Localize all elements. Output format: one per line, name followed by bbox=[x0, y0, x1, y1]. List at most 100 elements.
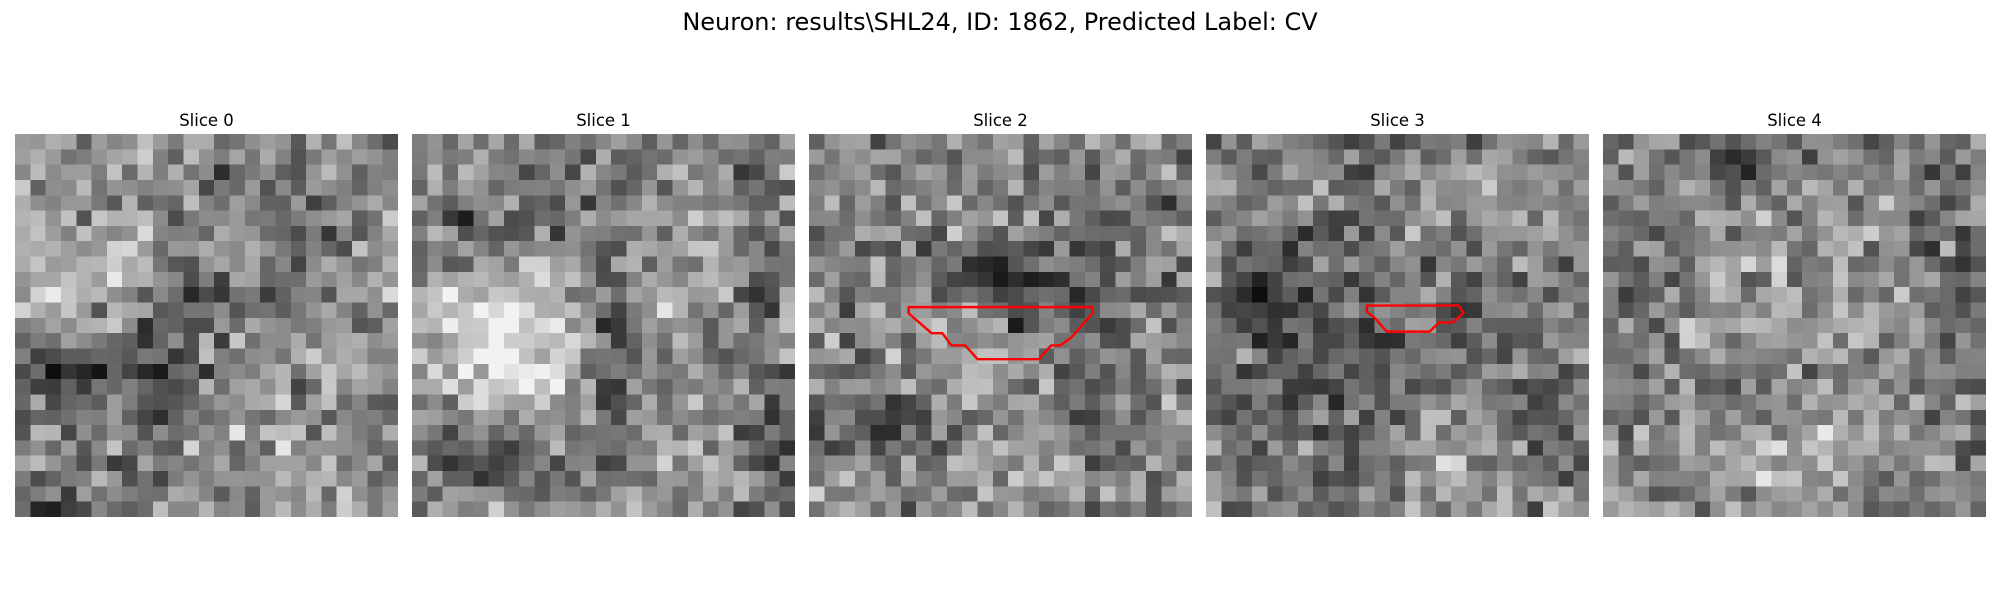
pixel-cell bbox=[657, 179, 673, 196]
pixel-cell bbox=[946, 149, 963, 166]
pixel-cell bbox=[1297, 455, 1314, 472]
pixel-cell bbox=[1924, 379, 1941, 395]
pixel-cell bbox=[1817, 302, 1834, 319]
pixel-cell bbox=[473, 363, 490, 380]
pixel-cell bbox=[916, 409, 933, 426]
pixel-cell bbox=[198, 195, 215, 212]
pixel-cell bbox=[962, 287, 978, 303]
pixel-cell bbox=[1328, 348, 1345, 365]
pixel-cell bbox=[427, 333, 444, 349]
pixel-cell bbox=[76, 333, 93, 349]
pixel-cell bbox=[1206, 363, 1222, 380]
pixel-cell bbox=[1817, 409, 1834, 426]
pixel-cell bbox=[1878, 471, 1895, 487]
pixel-cell bbox=[122, 195, 139, 212]
pixel-cell bbox=[1771, 348, 1788, 365]
pixel-cell bbox=[749, 471, 765, 487]
pixel-cell bbox=[290, 287, 307, 303]
pixel-cell bbox=[1756, 287, 1772, 303]
pixel-cell bbox=[1573, 486, 1589, 503]
pixel-cell bbox=[1297, 379, 1314, 395]
pixel-cell bbox=[626, 440, 643, 457]
pixel-cell bbox=[1267, 425, 1284, 441]
pixel-cell bbox=[1405, 241, 1421, 258]
pixel-cell bbox=[1481, 363, 1498, 380]
pixel-cell bbox=[1725, 440, 1742, 457]
pixel-cell bbox=[30, 271, 47, 288]
pixel-cell bbox=[1221, 225, 1238, 242]
pixel-cell bbox=[198, 455, 215, 472]
pixel-cell bbox=[1038, 317, 1055, 334]
pixel-cell bbox=[749, 241, 765, 258]
pixel-cell bbox=[519, 333, 536, 349]
pixel-cell bbox=[1054, 134, 1070, 150]
pixel-cell bbox=[854, 210, 871, 227]
pixel-cell bbox=[854, 333, 871, 349]
pixel-cell bbox=[1955, 164, 1972, 181]
pixel-cell bbox=[534, 317, 551, 334]
pixel-cell bbox=[534, 164, 551, 181]
pixel-cell bbox=[1771, 501, 1788, 517]
pixel-cell bbox=[1359, 287, 1375, 303]
pixel-cell bbox=[457, 179, 474, 196]
pixel-cell bbox=[611, 394, 627, 411]
pixel-cell bbox=[718, 195, 735, 212]
pixel-cell bbox=[1420, 225, 1437, 242]
pixel-cell bbox=[1527, 471, 1544, 487]
pixel-cell bbox=[992, 179, 1009, 196]
pixel-cell bbox=[427, 440, 444, 457]
pixel-cell bbox=[565, 149, 581, 166]
pixel-cell bbox=[137, 210, 154, 227]
pixel-cell bbox=[473, 455, 490, 472]
pixel-cell bbox=[672, 271, 689, 288]
pixel-cell bbox=[687, 501, 704, 517]
pixel-cell bbox=[106, 164, 123, 181]
pixel-cell bbox=[1282, 486, 1299, 503]
pixel-cell bbox=[1909, 241, 1926, 258]
pixel-cell bbox=[1878, 210, 1895, 227]
pixel-cell bbox=[1832, 256, 1849, 273]
pixel-cell bbox=[1694, 210, 1711, 227]
pixel-cell bbox=[580, 486, 597, 503]
pixel-cell bbox=[60, 333, 77, 349]
pixel-cell bbox=[824, 302, 841, 319]
pixel-cell bbox=[1084, 471, 1101, 487]
pixel-cell bbox=[809, 195, 825, 212]
pixel-cell bbox=[1573, 348, 1589, 365]
pixel-cell bbox=[1038, 501, 1055, 517]
pixel-cell bbox=[764, 394, 781, 411]
pixel-cell bbox=[1161, 256, 1178, 273]
pixel-cell bbox=[749, 379, 765, 395]
pixel-cell bbox=[1267, 409, 1284, 426]
pixel-cell bbox=[657, 210, 673, 227]
pixel-cell bbox=[749, 149, 765, 166]
pixel-cell bbox=[885, 501, 902, 517]
pixel-cell bbox=[183, 455, 200, 472]
pixel-cell bbox=[1359, 271, 1375, 288]
pixel-cell bbox=[1054, 149, 1070, 166]
pixel-cell bbox=[839, 501, 856, 517]
slice-image bbox=[412, 134, 795, 517]
pixel-cell bbox=[885, 302, 902, 319]
pixel-cell bbox=[749, 195, 765, 212]
pixel-cell bbox=[1817, 287, 1834, 303]
pixel-cell bbox=[1725, 333, 1742, 349]
pixel-cell bbox=[367, 241, 384, 258]
pixel-cell bbox=[442, 425, 459, 441]
pixel-cell bbox=[1374, 394, 1391, 411]
pixel-cell bbox=[1023, 440, 1040, 457]
pixel-cell bbox=[306, 379, 322, 395]
pixel-cell bbox=[306, 425, 322, 441]
pixel-cell bbox=[1130, 317, 1147, 334]
pixel-cell bbox=[962, 195, 978, 212]
pixel-cell bbox=[1970, 225, 1986, 242]
pixel-cell bbox=[916, 241, 933, 258]
pixel-cell bbox=[91, 409, 108, 426]
pixel-cell bbox=[534, 271, 551, 288]
pixel-cell bbox=[488, 394, 505, 411]
pixel-cell bbox=[1100, 455, 1116, 472]
pixel-cell bbox=[15, 134, 31, 150]
pixel-cell bbox=[1648, 455, 1665, 472]
pixel-cell bbox=[1282, 425, 1299, 441]
pixel-cell bbox=[1374, 440, 1391, 457]
